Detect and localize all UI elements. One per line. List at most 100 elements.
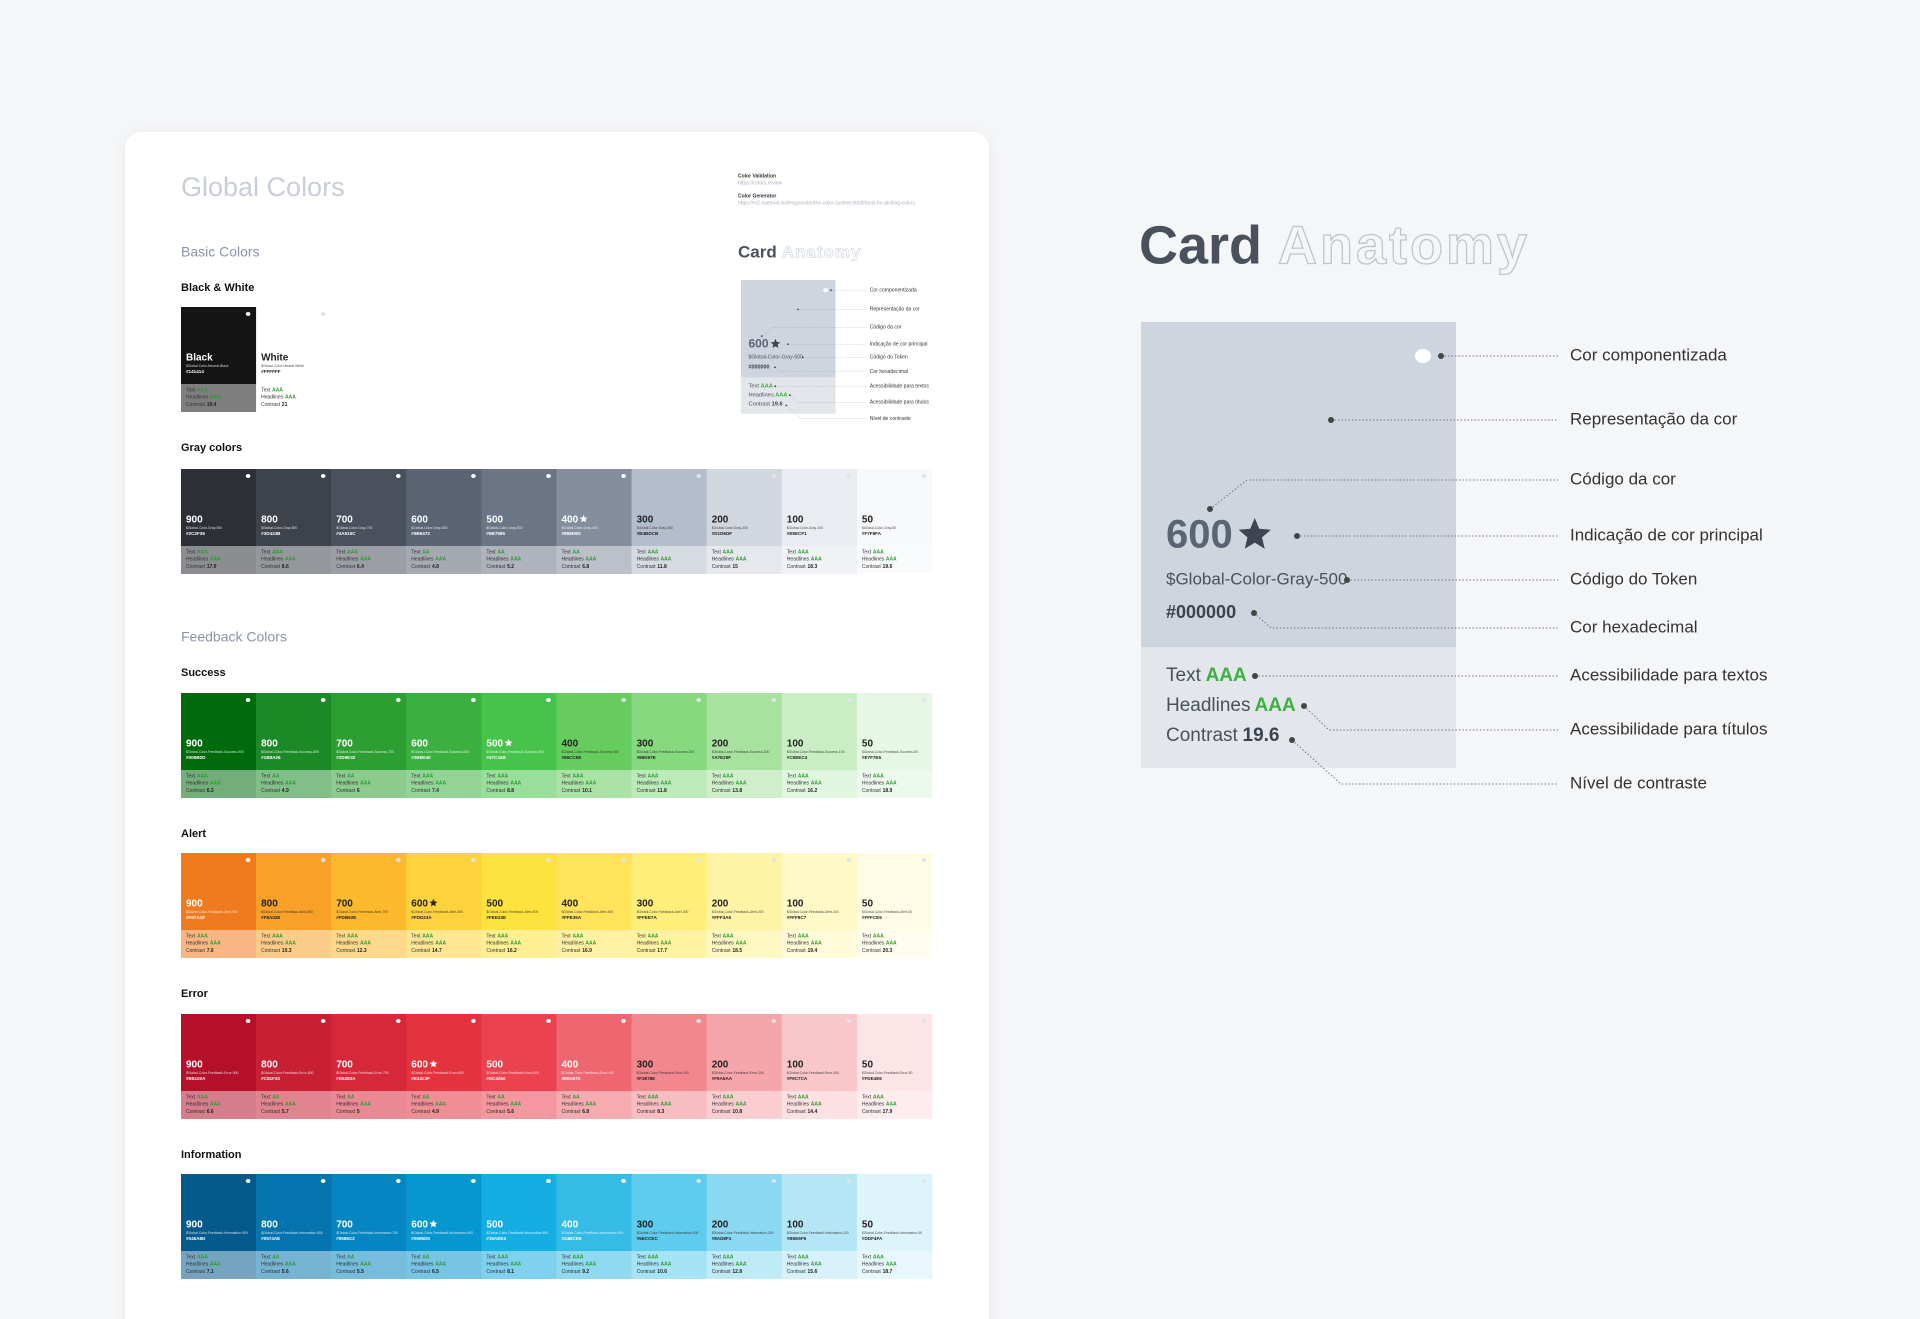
shade-label: 900 xyxy=(186,515,203,526)
shade-label: 500 xyxy=(486,1220,503,1231)
hex-code: #5ECCEC xyxy=(637,1236,659,1241)
swatch-footer xyxy=(181,770,257,798)
component-dot xyxy=(621,858,626,862)
color-card: Black$Global-Color-Neutral-Black#141414 T… xyxy=(181,307,257,412)
swatch-footer xyxy=(856,770,933,798)
swatch xyxy=(256,307,332,384)
footer-value: AAA xyxy=(510,557,521,563)
component-dot xyxy=(471,698,476,702)
footer-value: AAA xyxy=(572,773,583,779)
swatch-footer xyxy=(856,1251,933,1279)
footer-value: AAA xyxy=(585,941,596,947)
shade-label: 200 xyxy=(712,739,729,750)
swatch-footer xyxy=(706,930,783,958)
color-card: 800$Global-Color-Feedback-Success-800#1B… xyxy=(256,693,332,798)
footer-value: 10.3 xyxy=(282,948,292,954)
footer-label: Headlines xyxy=(562,781,585,787)
hex-code: #000000 xyxy=(749,365,770,371)
footer-label: Contrast xyxy=(261,788,281,794)
footer-label: Contrast xyxy=(186,788,206,794)
hex-code: #E7F7E5 xyxy=(862,755,882,760)
footer-label: Headlines xyxy=(1166,695,1251,716)
component-dot xyxy=(546,1019,551,1023)
swatch xyxy=(481,469,557,546)
footer-label: Contrast xyxy=(637,1109,657,1115)
callout-dot xyxy=(760,335,763,337)
footer-label: Contrast xyxy=(336,1109,356,1115)
token-name: $Global-Color-Gray-100 xyxy=(787,526,823,530)
swatch xyxy=(256,1174,332,1251)
footer-value: AAA xyxy=(197,773,208,779)
footer-label: Headlines xyxy=(637,941,660,947)
color-card: 500$Global-Color-Feedback-Information-50… xyxy=(481,1174,557,1279)
swatch-footer xyxy=(481,546,557,574)
callout-label: Acessibilidade para títulos xyxy=(870,400,930,406)
footer-label: Text xyxy=(411,549,421,555)
color-card: 800$Global-Color-Feedback-Information-80… xyxy=(256,1174,332,1279)
footer-label: Contrast xyxy=(486,788,506,794)
token-name: $Global-Color-Feedback-Alert-800 xyxy=(261,910,313,914)
footer-label: Contrast xyxy=(186,564,206,570)
footer-value: AA xyxy=(272,1094,280,1100)
footer-value: 17.9 xyxy=(207,564,217,570)
footer-label: Headlines xyxy=(336,557,359,563)
footer-value: AAA xyxy=(736,1102,747,1108)
shade-label: 900 xyxy=(186,899,203,910)
swatch xyxy=(706,693,783,770)
hex-code: #5B6472 xyxy=(411,531,430,536)
swatch-footer xyxy=(256,1251,332,1279)
swatch xyxy=(631,693,707,770)
footer-value: AAA xyxy=(811,941,822,947)
token-name: $Global-Color-Feedback-Alert-200 xyxy=(712,910,764,914)
footer-label: Headlines xyxy=(787,941,810,947)
footer-value: AAA xyxy=(811,1262,822,1268)
footer-label: Text xyxy=(336,773,346,779)
color-card: 50$Global-Color-Feedback-Information-50#… xyxy=(856,1174,933,1279)
shade-label: Black xyxy=(186,353,213,364)
footer-label: Headlines xyxy=(411,941,434,947)
component-dot xyxy=(320,698,326,702)
hex-code: #E4323F xyxy=(411,1076,430,1081)
shade-label: 800 xyxy=(261,515,278,526)
footer-label: Text xyxy=(261,1094,271,1100)
footer-value: AAA xyxy=(886,557,897,563)
footer-label: Text xyxy=(562,1094,572,1100)
color-card: 200$Global-Color-Feedback-Success-200#A7… xyxy=(706,693,783,798)
footer-label: Text xyxy=(637,1254,647,1260)
swatch xyxy=(256,693,332,770)
link[interactable]: https://colors.review xyxy=(738,180,783,186)
footer-label: Text xyxy=(186,933,196,939)
footer-label: Contrast xyxy=(186,1269,206,1275)
component-dot xyxy=(546,858,551,862)
footer-label: Contrast xyxy=(261,1269,281,1275)
token-name: $Global-Color-Gray-300 xyxy=(637,526,673,530)
hex-code: #B5102A xyxy=(186,1076,206,1081)
footer-value: AAA xyxy=(775,393,787,399)
swatch-footer xyxy=(631,770,707,798)
footer-label: Text xyxy=(712,1254,722,1260)
token-name: $Global-Color-Feedback-Success-50 xyxy=(862,750,918,754)
footer-value: AAA xyxy=(736,557,747,563)
color-card: 800$Global-Color-Feedback-Error-800#C81F… xyxy=(256,1014,332,1119)
swatch xyxy=(406,693,482,770)
footer-label: Contrast xyxy=(637,564,657,570)
color-card: 100$Global-Color-Feedback-Error-100#F9C7… xyxy=(781,1014,858,1119)
swatch-footer xyxy=(781,546,858,574)
token-name: $Global-Color-Feedback-Error-900 xyxy=(186,1071,239,1075)
token-name: $Global-Color-Feedback-Information-800 xyxy=(261,1231,323,1235)
callout-dot xyxy=(1207,506,1213,512)
footer-value: 8.8 xyxy=(507,788,514,794)
swatch xyxy=(556,469,632,546)
component-dot xyxy=(546,1179,551,1183)
footer-label: Headlines xyxy=(486,557,509,563)
footer-value: AAA xyxy=(435,557,446,563)
color-card: 900$Global-Color-Feedback-Alert-900#F07A… xyxy=(181,853,257,958)
footer-value: AAA xyxy=(873,933,884,939)
link[interactable]: https://m2.material.io/design/color/the-… xyxy=(738,200,916,206)
color-card: 50$Global-Color-Feedback-Success-50#E7F7… xyxy=(856,693,933,798)
component-dot xyxy=(396,858,401,862)
footer-label: Headlines xyxy=(562,1102,585,1108)
footer-value: AAA xyxy=(661,941,672,947)
footer-value: 6.5 xyxy=(432,1269,439,1275)
footer-label: Contrast xyxy=(411,1269,431,1275)
